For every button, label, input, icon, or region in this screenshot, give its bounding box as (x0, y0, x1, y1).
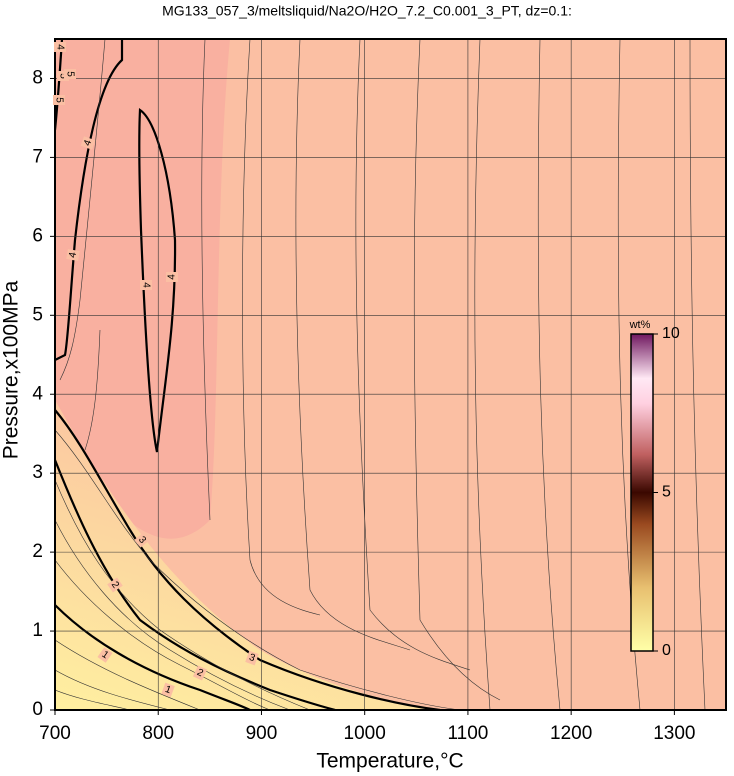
contour-label: 4 (54, 44, 65, 50)
contour-field (55, 39, 726, 710)
contour-label: 2 (109, 580, 121, 591)
contour-label-bg (161, 682, 175, 698)
contour-label: 4 (82, 138, 94, 147)
y-axis-label: Pressure,x100MPa (0, 280, 23, 459)
contour-label: 2 (195, 667, 205, 680)
contour-label: 5 (64, 71, 75, 77)
y-tick-label: 5 (32, 304, 43, 325)
colorbar-tick-label: 0 (662, 642, 671, 659)
plot-frame (54, 38, 727, 711)
chart-title: MG133_057_3/meltsliquid/Na2O/H2O_7.2_C0.… (162, 3, 572, 19)
contour-label: 4 (140, 282, 151, 288)
contour-label-bg (134, 532, 150, 548)
y-tick-label: 7 (32, 146, 43, 167)
colorbar-label: wt% (629, 319, 651, 331)
contour-label-bg (66, 249, 80, 261)
colorbar (630, 333, 654, 652)
x-tick-label: 1300 (653, 723, 695, 744)
x-tick-label: 1000 (344, 723, 386, 744)
y-tick-label: 0 (32, 699, 43, 720)
contour-label-bg (97, 647, 113, 663)
x-tick-label: 800 (142, 723, 174, 744)
contour-label: 1 (99, 649, 110, 661)
y-tick-label: 2 (32, 541, 43, 562)
y-tick-label: 4 (32, 383, 43, 404)
contour-label: 1 (163, 684, 172, 696)
contour-label-bg (140, 280, 152, 290)
contour-label: 3 (136, 534, 148, 546)
contour-label-bg (245, 650, 259, 666)
contour-label: 5 (53, 97, 64, 103)
x-tick-label: 700 (39, 723, 71, 744)
contour-label: 3 (247, 652, 256, 664)
contour-label-bg (53, 95, 65, 105)
contour-label-bg (54, 42, 66, 52)
x-tick-label: 900 (246, 723, 278, 744)
contour-label-bg (192, 665, 208, 681)
y-tick-label: 1 (32, 620, 43, 641)
contour-label-bg (107, 577, 123, 593)
contour-label-bg (64, 69, 76, 79)
contour-label: 5 (57, 73, 68, 79)
y-tick-label: 8 (32, 67, 43, 88)
y-tick-label: 3 (32, 462, 43, 483)
colorbar-tick-label: 5 (662, 484, 671, 501)
y-tick-label: 6 (32, 225, 43, 246)
x-tick-label: 1100 (447, 723, 488, 744)
colorbar-tick-label: 10 (662, 325, 680, 342)
x-tick-label: 1200 (550, 723, 592, 744)
contour-label-bg (166, 272, 178, 282)
contour-label: 4 (67, 251, 79, 259)
contour-label-bg (80, 136, 96, 150)
contour-label: 4 (167, 274, 178, 280)
x-axis-label: Temperature,°C (316, 750, 463, 773)
